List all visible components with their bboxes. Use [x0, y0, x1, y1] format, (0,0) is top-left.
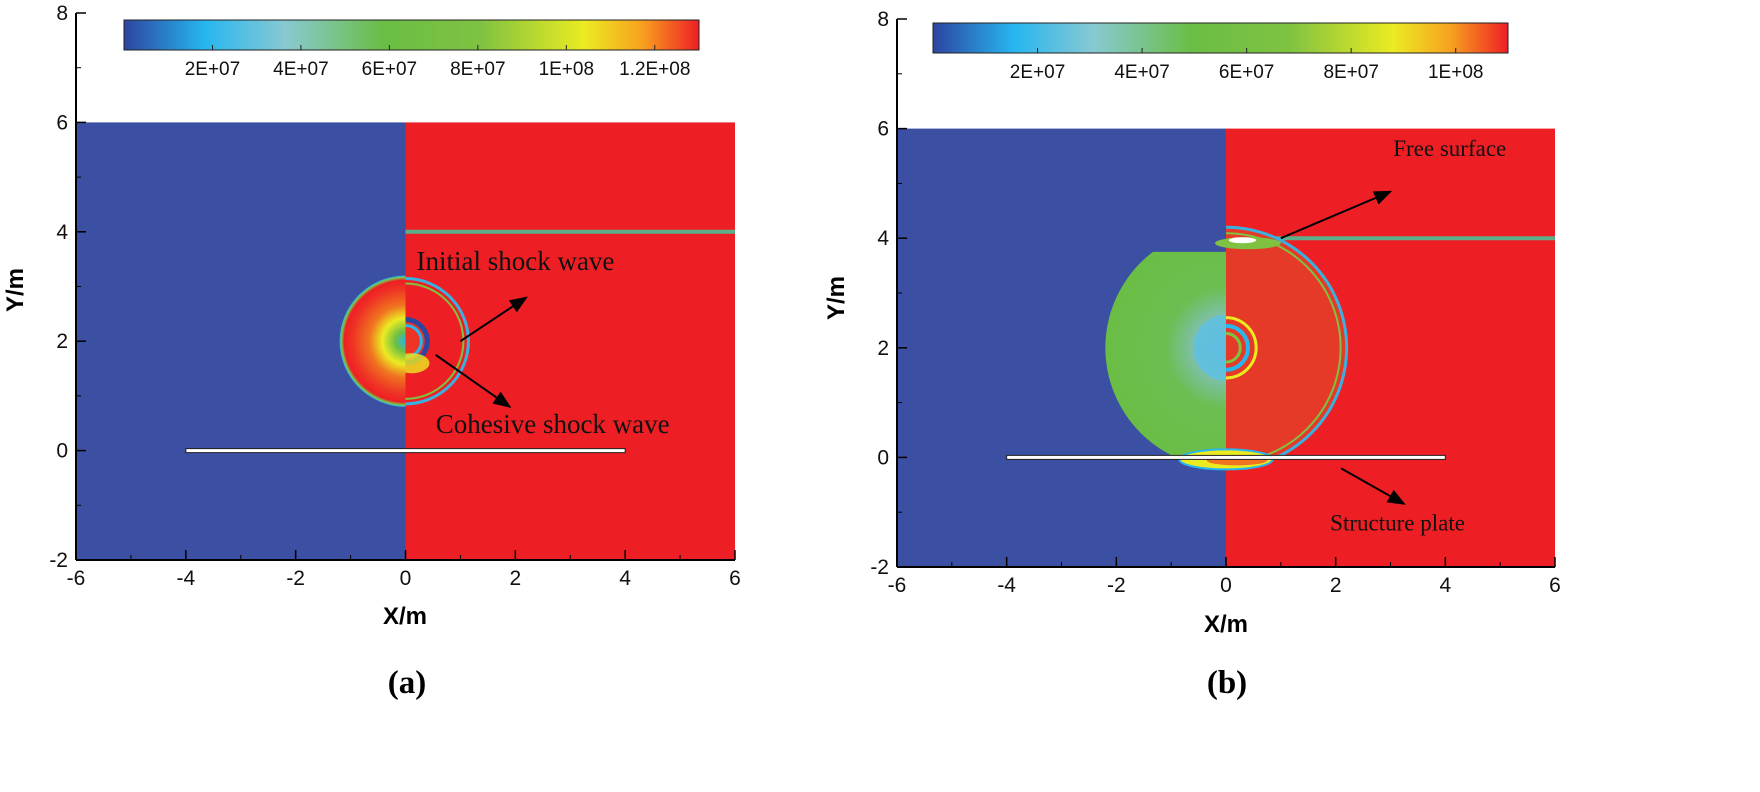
- panel-b: 2E+07 4E+07 6E+07 8E+07 1E+08 -6 -4 -2 0 2 4 6 -2 0 2…: [823, 8, 1561, 701]
- yellow-patch: [405, 353, 430, 374]
- colorbar-tick-label: 2E+07: [185, 59, 240, 80]
- colorbar-tick-label: 8E+07: [450, 59, 505, 80]
- x-tick-label: 2: [1330, 574, 1342, 597]
- x-tick-label: -6: [67, 567, 86, 590]
- cohesive-shock-ring: [405, 317, 430, 366]
- annotation-label-1: Cohesive shock wave: [436, 409, 670, 439]
- x-tick-label: -4: [997, 574, 1016, 597]
- axes-b: -6 -4 -2 0 2 4 6 -2 0 2 4 6 8: [870, 8, 1561, 597]
- pressure-field-a: [76, 122, 735, 561]
- colorbar-tick-label: 1.2E+08: [619, 59, 690, 80]
- y-tick-label: 4: [56, 221, 68, 244]
- initial-shock-ring-inner: [405, 282, 465, 400]
- left-bubble-pressure: [1105, 251, 1226, 463]
- annotations-a: Initial shock wave Cohesive shock wave: [416, 246, 669, 439]
- annotations-b: Free surface Structure plate: [1280, 136, 1506, 535]
- colorbar-a: [123, 19, 700, 51]
- annotation-label-0: Initial shock wave: [416, 246, 614, 276]
- y-tick-label: 0: [877, 446, 889, 469]
- x-tick-label: 0: [400, 567, 412, 590]
- annotation-label-1: Structure plate: [1330, 510, 1465, 535]
- panel-label-a: (a): [388, 665, 426, 701]
- colorbar-tick-label: 6E+07: [1219, 62, 1274, 83]
- colorbar-ticks-b: 2E+07 4E+07 6E+07 8E+07 1E+08: [1010, 48, 1483, 83]
- axes-a: -6 -4 -2 0 2 4 6 -2 0 2 4 6 8: [49, 2, 741, 590]
- colorbar-ticks-a: 2E+07 4E+07 6E+07 8E+07 1E+08 1.2E+08: [185, 45, 690, 80]
- core-ring-3: [1226, 332, 1242, 364]
- colorbar-tick-label: 1E+08: [1428, 62, 1483, 83]
- pressure-field-b: [897, 128, 1555, 567]
- x-tick-label: 6: [1549, 574, 1561, 597]
- y-tick-label: 2: [56, 330, 68, 353]
- left-bubble-pressure: [339, 275, 406, 407]
- colorbar-tick-label: 4E+07: [273, 59, 328, 80]
- y-tick-label: 6: [877, 118, 889, 141]
- cohesive-shock-ring-inner: [405, 323, 423, 359]
- y-tick-label: -2: [870, 556, 889, 579]
- core-ring-1: [1226, 316, 1258, 380]
- x-axis-title-b: X/m: [1204, 611, 1248, 638]
- annotation-arrow-0: [459, 296, 528, 343]
- structure-plate: [1006, 454, 1446, 460]
- panel-a: 2E+07 4E+07 6E+07 8E+07 1E+08 1.2E+08 -6 -4 -2 0…: [2, 2, 741, 701]
- panel-label-b: (b): [1207, 665, 1247, 701]
- x-tick-label: 4: [619, 567, 631, 590]
- annotation-arrow-0: [1280, 190, 1393, 240]
- y-tick-label: 6: [56, 111, 68, 134]
- annotation-label-0: Free surface: [1393, 136, 1506, 161]
- colorbar-tick-label: 1E+08: [539, 59, 594, 80]
- structure-plate: [185, 448, 626, 454]
- colorbar-tick-label: 2E+07: [1010, 62, 1065, 83]
- right-bubble-rings: [405, 277, 470, 406]
- y-tick-label: 4: [877, 227, 889, 250]
- right-field-region: [405, 122, 735, 561]
- x-tick-label: 4: [1439, 574, 1451, 597]
- colorbar-tick-label: 4E+07: [1114, 62, 1169, 83]
- left-core: [1193, 314, 1226, 381]
- y-tick-label: 8: [56, 2, 68, 25]
- x-axis-title-a: X/m: [383, 603, 427, 630]
- x-tick-label: 2: [509, 567, 521, 590]
- x-tick-label: 6: [729, 567, 741, 590]
- initial-shock-ring: [405, 277, 470, 406]
- y-tick-label: -2: [49, 549, 68, 572]
- y-tick-label: 8: [877, 8, 889, 31]
- annotation-arrow-1: [1340, 467, 1406, 505]
- x-tick-label: -4: [176, 567, 195, 590]
- colorbar-b: [932, 22, 1509, 54]
- y-axis-title-b: Y/m: [823, 276, 850, 320]
- y-tick-label: 0: [56, 440, 68, 463]
- y-axis-title-a: Y/m: [2, 268, 29, 312]
- annotation-arrow-1: [435, 354, 512, 408]
- x-tick-label: -6: [888, 574, 907, 597]
- x-tick-label: -2: [1107, 574, 1126, 597]
- x-tick-label: -2: [286, 567, 305, 590]
- colorbar-tick-label: 8E+07: [1323, 62, 1378, 83]
- core-ring-2: [1226, 323, 1250, 372]
- colorbar-tick-label: 6E+07: [362, 59, 417, 80]
- x-tick-label: 0: [1220, 574, 1232, 597]
- surface-cavity: [1228, 237, 1257, 244]
- y-tick-label: 2: [877, 337, 889, 360]
